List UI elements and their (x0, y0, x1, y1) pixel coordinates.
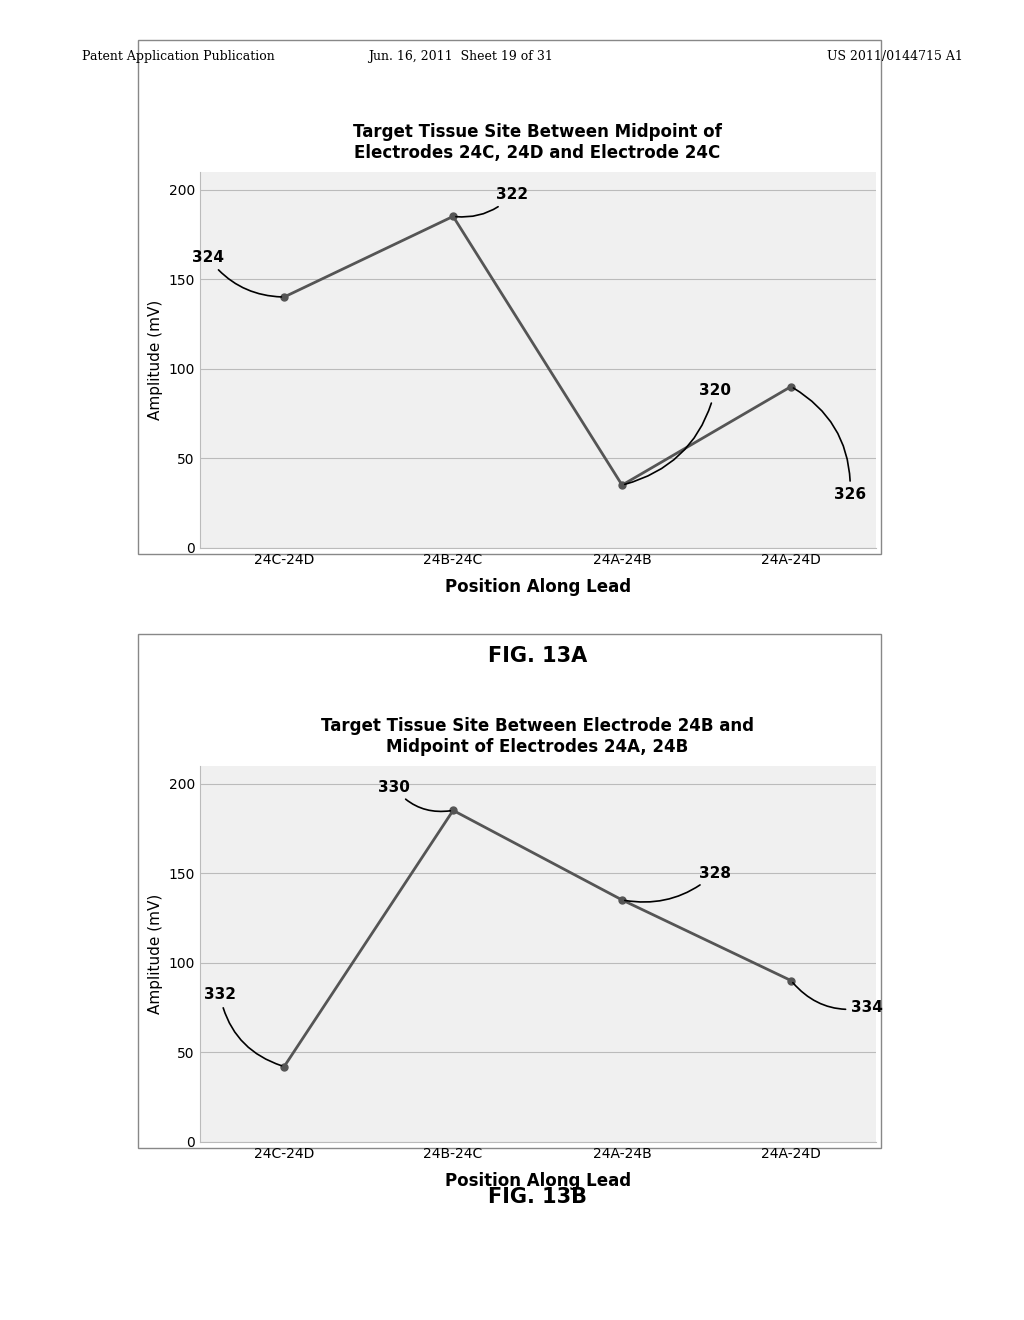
Text: 334: 334 (793, 982, 883, 1015)
Text: 328: 328 (625, 866, 731, 902)
Title: Target Tissue Site Between Electrode 24B and
Midpoint of Electrodes 24A, 24B: Target Tissue Site Between Electrode 24B… (322, 717, 754, 756)
Text: Patent Application Publication: Patent Application Publication (82, 50, 274, 63)
Y-axis label: Amplitude (mV): Amplitude (mV) (147, 300, 163, 420)
Text: Jun. 16, 2011  Sheet 19 of 31: Jun. 16, 2011 Sheet 19 of 31 (369, 50, 553, 63)
Text: 324: 324 (193, 249, 282, 297)
Text: 322: 322 (456, 187, 528, 216)
Text: FIG. 13B: FIG. 13B (488, 1187, 587, 1208)
X-axis label: Position Along Lead: Position Along Lead (444, 1172, 631, 1189)
Text: 330: 330 (378, 780, 451, 812)
Text: 326: 326 (794, 388, 866, 502)
Text: FIG. 13A: FIG. 13A (488, 645, 587, 667)
X-axis label: Position Along Lead: Position Along Lead (444, 578, 631, 595)
Text: 320: 320 (625, 383, 731, 484)
Title: Target Tissue Site Between Midpoint of
Electrodes 24C, 24D and Electrode 24C: Target Tissue Site Between Midpoint of E… (353, 123, 722, 162)
Y-axis label: Amplitude (mV): Amplitude (mV) (147, 894, 163, 1014)
Text: US 2011/0144715 A1: US 2011/0144715 A1 (826, 50, 963, 63)
Text: 332: 332 (204, 987, 282, 1065)
